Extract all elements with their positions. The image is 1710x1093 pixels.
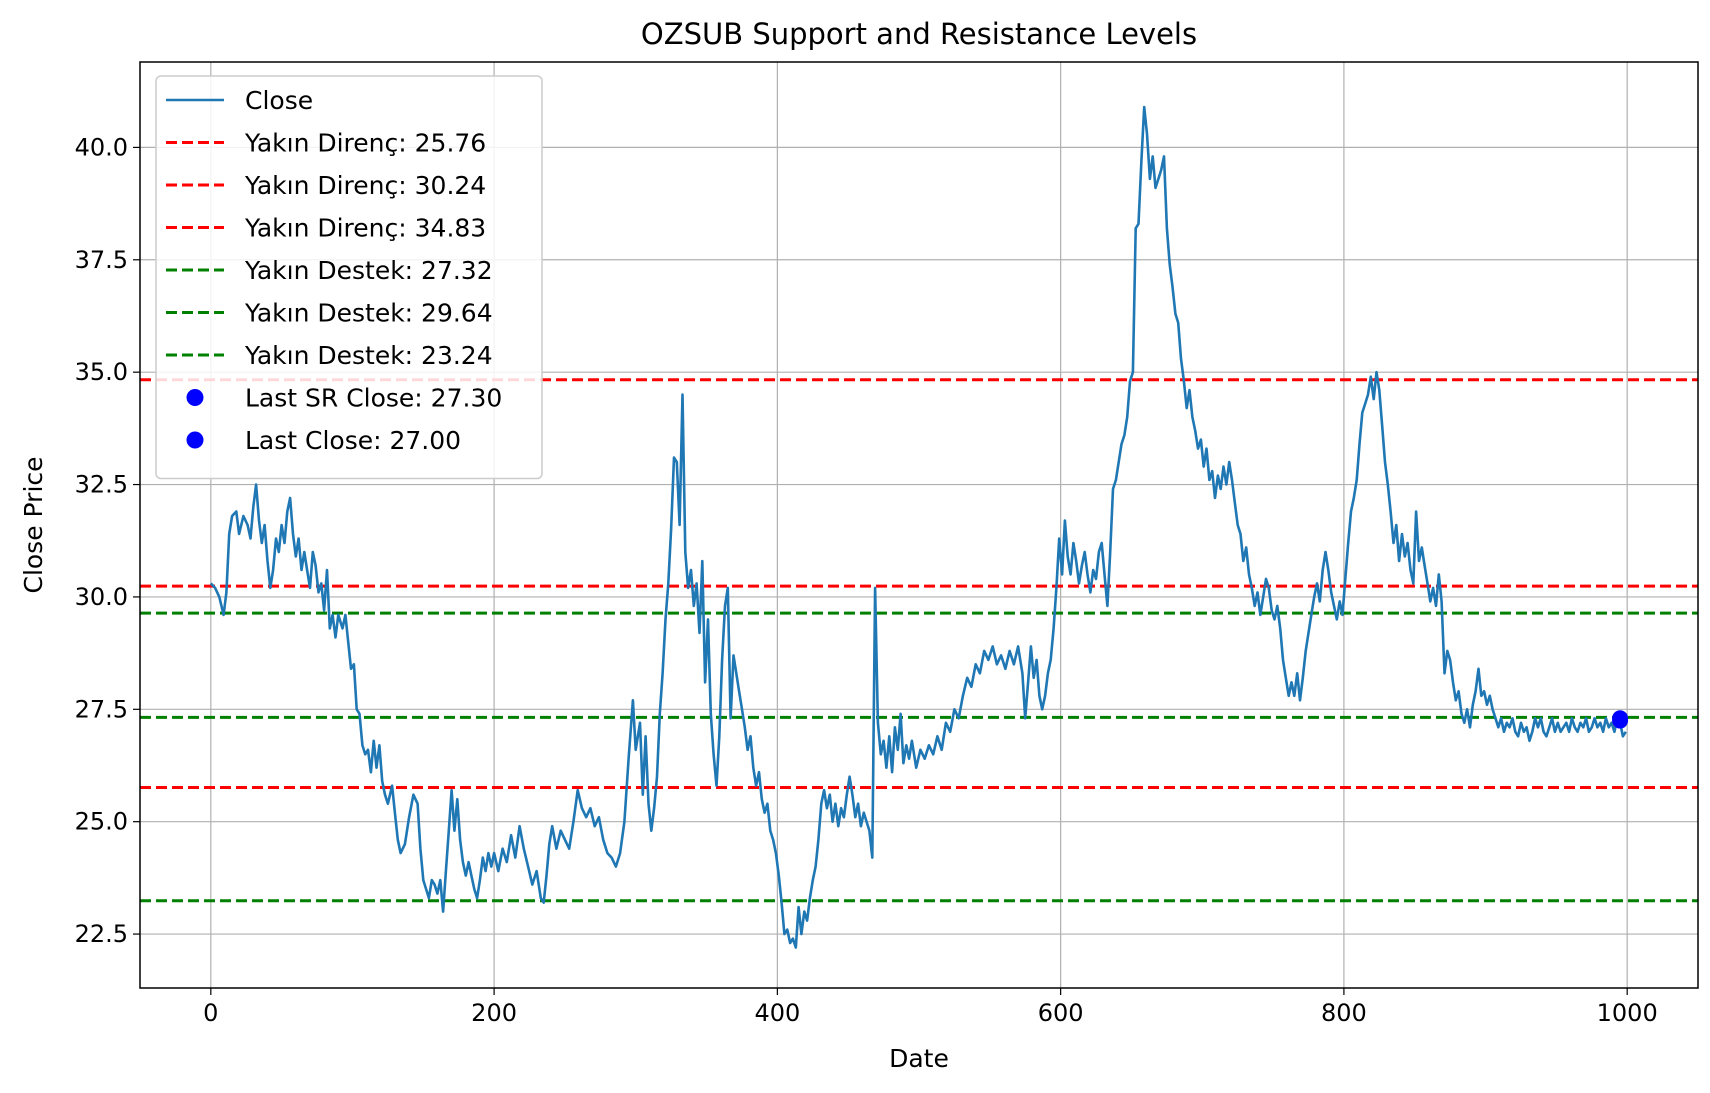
y-axis-title: Close Price	[19, 456, 48, 593]
legend-label: Last Close: 27.00	[245, 426, 461, 455]
x-axis-ticks: 0 200 400 600 800 1000	[203, 988, 1658, 1027]
y-tick-label: 40.0	[75, 133, 128, 161]
x-tick-label: 200	[471, 999, 517, 1027]
legend-swatch	[186, 389, 204, 406]
legend-box	[155, 75, 543, 480]
legend: Close Yakın Direnç: 25.76 Yakın Direnç: 30…	[155, 75, 543, 480]
y-tick-label: 25.0	[75, 808, 128, 836]
series-layer	[209, 105, 1627, 949]
x-tick-label: 800	[1321, 999, 1367, 1027]
legend-label: Yakın Direnç: 30.24	[244, 171, 486, 200]
x-tick-label: 0	[203, 999, 218, 1027]
x-tick-label: 600	[1038, 999, 1084, 1027]
x-tick-label: 400	[754, 999, 800, 1027]
x-axis-title: Date	[889, 1044, 949, 1073]
y-tick-label: 27.5	[75, 695, 128, 723]
chart-title: OZSUB Support and Resistance Levels	[641, 17, 1197, 51]
legend-label: Close	[245, 86, 313, 115]
y-tick-label: 22.5	[75, 920, 128, 948]
legend-swatch	[186, 431, 204, 449]
legend-label: Yakın Direnç: 34.83	[244, 214, 486, 243]
plot-frame	[139, 61, 1699, 989]
marker-point	[1612, 712, 1629, 729]
x-tick-label: 1000	[1597, 999, 1658, 1027]
legend-label: Last SR Close: 27.30	[245, 384, 502, 413]
y-tick-label: 35.0	[75, 358, 128, 386]
legend-label: Yakın Destek: 29.64	[244, 299, 493, 328]
close-price-line	[209, 105, 1627, 949]
y-axis-ticks: 22.5 25.0 27.5 30.0 32.5 35.0 37.5 40.0	[75, 133, 140, 948]
legend-label: Yakın Destek: 23.24	[244, 341, 493, 370]
legend-label: Yakın Direnç: 25.76	[244, 129, 486, 158]
legend-label: Yakın Destek: 27.32	[244, 256, 493, 285]
y-tick-label: 37.5	[75, 246, 128, 274]
y-tick-label: 32.5	[75, 471, 128, 499]
y-tick-label: 30.0	[75, 583, 128, 611]
markers-layer	[1612, 710, 1629, 729]
